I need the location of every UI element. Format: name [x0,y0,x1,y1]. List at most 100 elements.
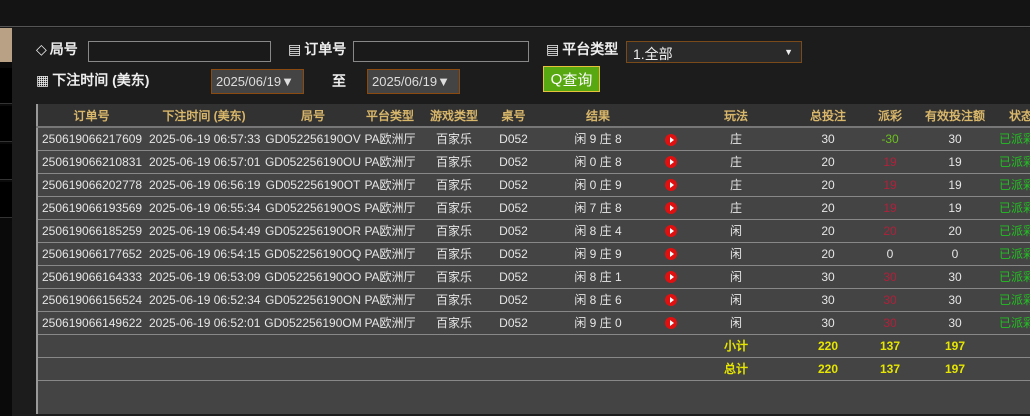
video-cell [660,127,681,151]
clipboard-icon: ▤ [288,40,302,57]
column-header: 订单号 [37,104,145,128]
column-header: 派彩 [865,104,915,128]
valid-bet-cell: 0 [915,242,995,266]
status-cell: 已派彩 [995,265,1030,289]
play-video-icon[interactable] [664,317,677,330]
order-id-cell: 250619066193569 [37,196,145,220]
play-video-icon[interactable] [664,271,677,284]
table-id-cell: D052 [491,173,536,197]
table-id-cell: D052 [491,150,536,174]
order-id-cell: 250619066185259 [37,219,145,243]
platform-cell: PA欧洲厅 [363,288,417,312]
sum-total-bet: 220 [791,357,865,381]
column-header: 游戏类型 [417,104,491,128]
platform-cell: PA欧洲厅 [363,219,417,243]
empty-cell [37,334,681,358]
platform-cell: PA欧洲厅 [363,150,417,174]
bet-type-cell: 闲 [681,288,791,312]
payout-cell: 19 [865,173,915,197]
video-cell [660,150,681,174]
payout-cell: 20 [865,219,915,243]
bet-type-cell: 闲 [681,311,791,335]
video-cell [660,196,681,220]
subtotal-row: 小计 220 137 197 [37,334,1030,358]
sidebar-item[interactable] [0,68,12,104]
bet-time-cell: 2025-06-19 06:57:01 [145,150,263,174]
round-input[interactable] [88,41,271,62]
video-cell [660,265,681,289]
round-id-cell: GD052256190OV [263,127,363,151]
empty-cell [995,357,1030,381]
total-bet-cell: 20 [791,196,865,220]
valid-bet-cell: 20 [915,219,995,243]
table-id-cell: D052 [491,196,536,220]
date-from-select[interactable]: 2025/06/19▼ [211,69,304,94]
round-label: ◇ 局号 [36,40,78,58]
sum-label: 小计 [681,334,791,358]
play-video-icon[interactable] [664,294,677,307]
sidebar-item[interactable] [0,144,12,180]
order-input[interactable] [353,41,529,62]
table-row: 250619066149622 2025-06-19 06:52:01 GD0522… [37,311,1030,335]
sidebar [0,28,12,416]
round-id-cell: GD052256190OT [263,173,363,197]
sidebar-active-tab[interactable] [0,28,12,62]
table-id-cell: D052 [491,242,536,266]
bet-time-cell: 2025-06-19 06:53:09 [145,265,263,289]
sidebar-item[interactable] [0,182,12,218]
bet-time-cell: 2025-06-19 06:52:01 [145,311,263,335]
play-video-icon[interactable] [664,202,677,215]
play-video-icon[interactable] [664,248,677,261]
table-row: 250619066193569 2025-06-19 06:55:34 GD0522… [37,196,1030,220]
chevron-down-icon: ▼ [784,47,793,57]
sum-total-bet: 220 [791,334,865,358]
table-id-cell: D052 [491,288,536,312]
sidebar-item[interactable] [0,106,12,142]
table-row: 250619066185259 2025-06-19 06:54:49 GD0522… [37,219,1030,243]
video-cell [660,311,681,335]
sum-label: 总计 [681,357,791,381]
calendar-icon: ▦ [36,71,50,88]
play-video-icon[interactable] [664,179,677,192]
play-video-icon[interactable] [664,133,677,146]
date-to-select[interactable]: 2025/06/19▼ [367,69,460,94]
round-id-cell: GD052256190OS [263,196,363,220]
result-cell: 闲 7 庄 8 [536,196,660,220]
payout-cell: 30 [865,265,915,289]
play-video-icon[interactable] [664,156,677,169]
video-cell [660,242,681,266]
result-cell: 闲 9 庄 0 [536,311,660,335]
total-bet-cell: 20 [791,219,865,243]
game-type-cell: 百家乐 [417,219,491,243]
sum-payout: 137 [865,357,915,381]
status-cell: 已派彩 [995,242,1030,266]
status-cell: 已派彩 [995,173,1030,197]
play-video-icon[interactable] [664,225,677,238]
empty-cell [37,380,1030,414]
payout-cell: 19 [865,196,915,220]
payout-cell: 30 [865,311,915,335]
order-id-cell: 250619066164333 [37,265,145,289]
time-label: ▦ 下注时间 (美东) [36,71,150,89]
sum-valid-bet: 197 [915,357,995,381]
search-button[interactable]: Q 查询 [543,66,600,92]
total-bet-cell: 30 [791,311,865,335]
bet-time-cell: 2025-06-19 06:54:15 [145,242,263,266]
column-header [660,104,681,128]
payout-cell: -30 [865,127,915,151]
result-cell: 闲 9 庄 8 [536,127,660,151]
valid-bet-cell: 30 [915,265,995,289]
video-cell [660,288,681,312]
platform-select[interactable]: 1.全部 ▼ [626,41,802,63]
round-id-cell: GD052256190OR [263,219,363,243]
column-header: 平台类型 [363,104,417,128]
top-bar [0,0,1030,27]
game-type-cell: 百家乐 [417,127,491,151]
order-id-cell: 250619066177652 [37,242,145,266]
bet-type-cell: 庄 [681,173,791,197]
to-label: 至 [332,73,346,89]
status-cell: 已派彩 [995,311,1030,335]
valid-bet-cell: 30 [915,311,995,335]
total-bet-cell: 30 [791,127,865,151]
table-row: 250619066177652 2025-06-19 06:54:15 GD0522… [37,242,1030,266]
